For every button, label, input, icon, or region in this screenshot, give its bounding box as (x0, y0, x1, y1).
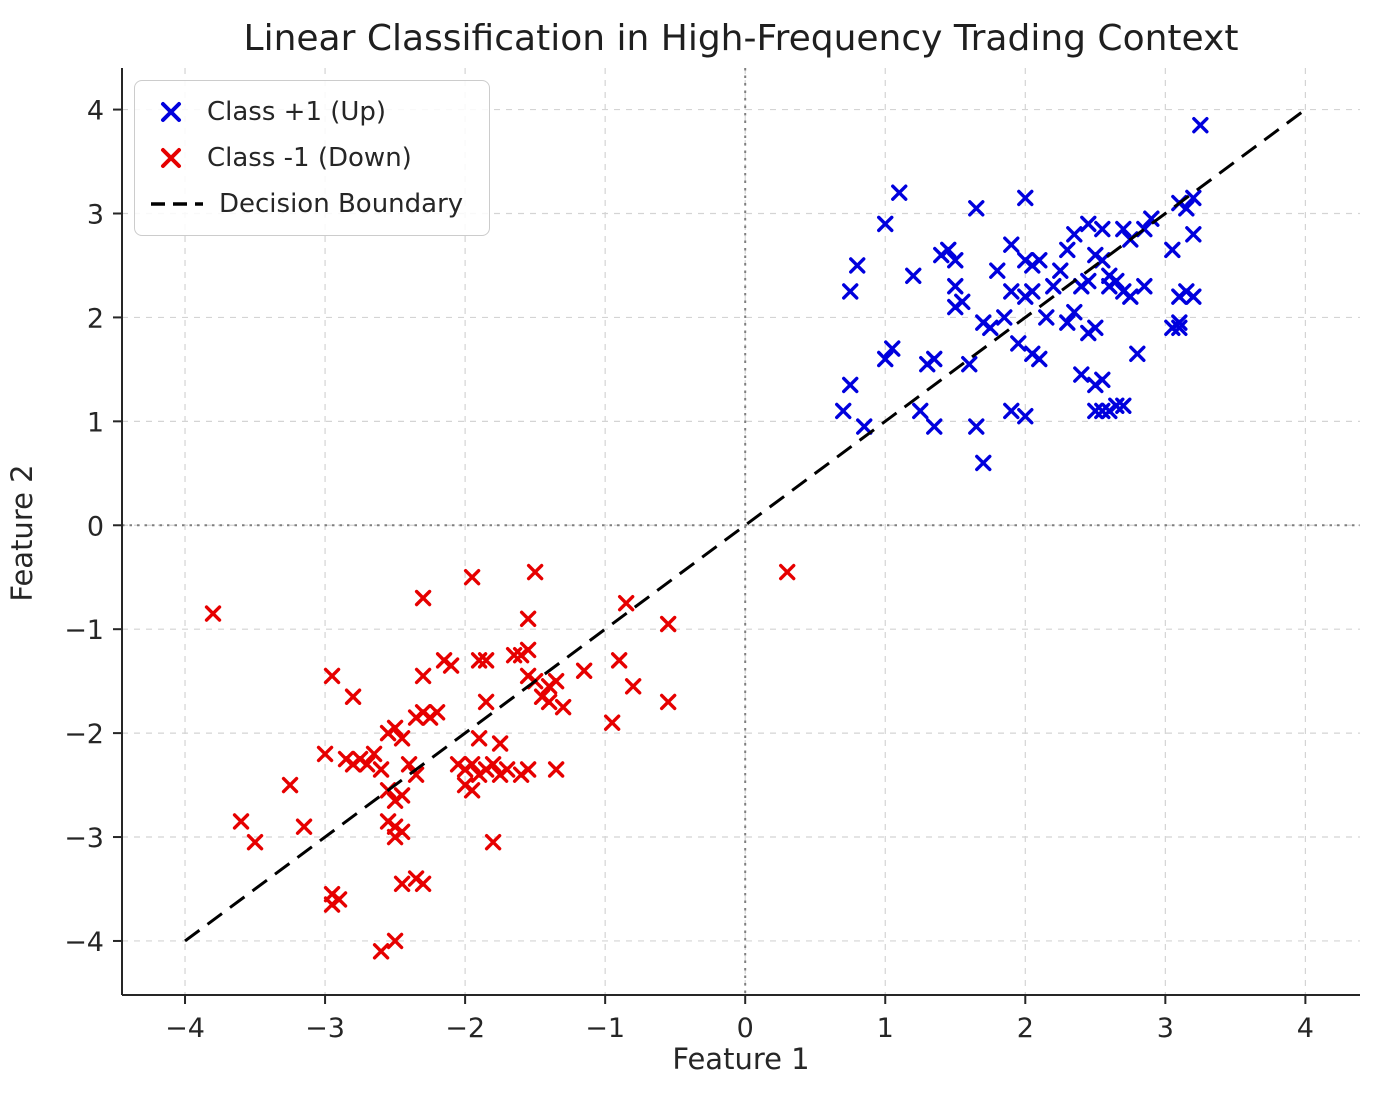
legend-label-decision-boundary: Decision Boundary (219, 189, 464, 219)
svg-text:−2: −2 (64, 719, 104, 750)
svg-text:3: 3 (1157, 1013, 1174, 1044)
blue-x-marker-icon (161, 102, 181, 122)
svg-text:4: 4 (1297, 1013, 1314, 1044)
legend-item-class-down: Class -1 (Down) (149, 137, 463, 179)
svg-text:2: 2 (1017, 1013, 1034, 1044)
svg-text:−3: −3 (64, 823, 104, 854)
svg-text:4: 4 (87, 96, 104, 127)
legend-item-decision-boundary: Decision Boundary (149, 183, 463, 225)
red-x-marker-icon (161, 148, 181, 168)
svg-text:1: 1 (87, 407, 104, 438)
svg-text:0: 0 (737, 1013, 754, 1044)
svg-text:−4: −4 (64, 927, 104, 958)
svg-text:3: 3 (87, 199, 104, 230)
svg-text:−2: −2 (445, 1013, 485, 1044)
x-axis-label: Feature 1 (672, 1042, 810, 1076)
svg-text:0: 0 (87, 511, 104, 542)
svg-text:−1: −1 (585, 1013, 625, 1044)
svg-text:2: 2 (87, 303, 104, 334)
legend-label-class-down: Class -1 (Down) (207, 143, 412, 173)
legend: Class +1 (Up) Class -1 (Down) Decision B… (134, 80, 491, 236)
legend-label-class-up: Class +1 (Up) (207, 97, 387, 127)
svg-text:−1: −1 (64, 615, 104, 646)
svg-text:−4: −4 (165, 1013, 205, 1044)
svg-text:1: 1 (877, 1013, 894, 1044)
y-axis-label: Feature 2 (5, 464, 39, 602)
chart-title: Linear Classification in High-Frequency … (243, 18, 1239, 59)
legend-item-class-up: Class +1 (Up) (149, 91, 463, 133)
svg-text:−3: −3 (305, 1013, 345, 1044)
dashed-line-icon (151, 202, 203, 206)
